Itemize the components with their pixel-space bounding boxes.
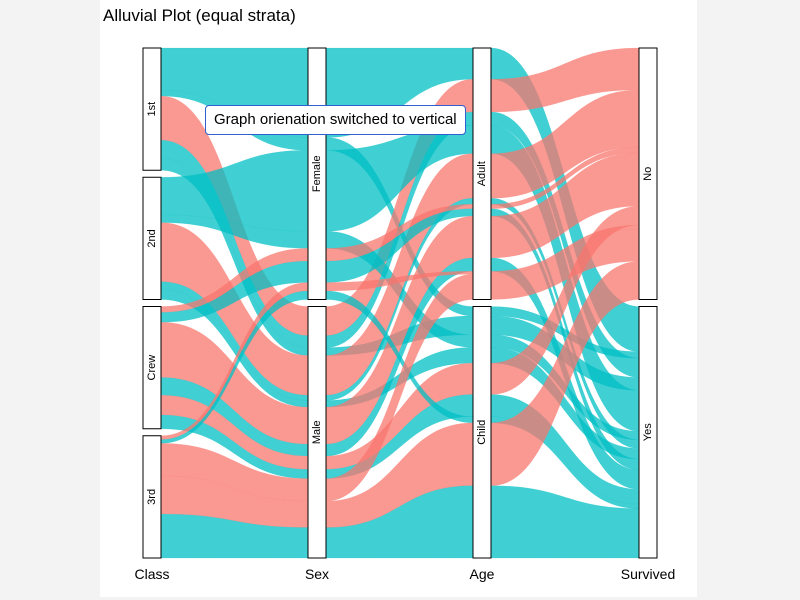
axis-labels-layer: Class Sex Age Survived <box>134 566 675 582</box>
stratum-class-1st[interactable] <box>142 47 162 171</box>
orientation-notification[interactable]: Graph orienation switched to vertical <box>205 105 466 135</box>
stratum-label-sex-female: Female <box>311 155 323 192</box>
stratum-sex-male[interactable] <box>307 306 327 559</box>
axis-label-class: Class <box>134 566 169 582</box>
stratum-age-child[interactable] <box>472 306 492 559</box>
flows-layer <box>160 47 640 559</box>
stratum-survived-yes[interactable] <box>638 306 658 559</box>
stratum-class-crew[interactable] <box>142 306 162 430</box>
stratum-label-class-1st: 1st <box>146 102 158 117</box>
stratum-label-age-adult: Adult <box>476 161 488 186</box>
axis-label-survived: Survived <box>621 566 675 582</box>
stratum-label-class-3rd: 3rd <box>146 489 158 505</box>
stratum-label-survived-yes: Yes <box>642 423 654 441</box>
stratum-age-adult[interactable] <box>472 47 492 300</box>
stratum-label-age-child: Child <box>476 420 488 445</box>
axis-label-sex: Sex <box>305 566 329 582</box>
stratum-label-sex-male: Male <box>311 420 323 444</box>
stratum-survived-no[interactable] <box>638 47 658 300</box>
chart-title: Alluvial Plot (equal strata) <box>103 6 296 25</box>
stratum-class-3rd[interactable] <box>142 435 162 559</box>
axis-label-age: Age <box>470 566 495 582</box>
stratum-label-class-2nd: 2nd <box>146 229 158 247</box>
stratum-label-survived-no: No <box>642 167 654 181</box>
stratum-class-2nd[interactable] <box>142 176 162 300</box>
stratum-label-class-crew: Crew <box>146 355 158 381</box>
